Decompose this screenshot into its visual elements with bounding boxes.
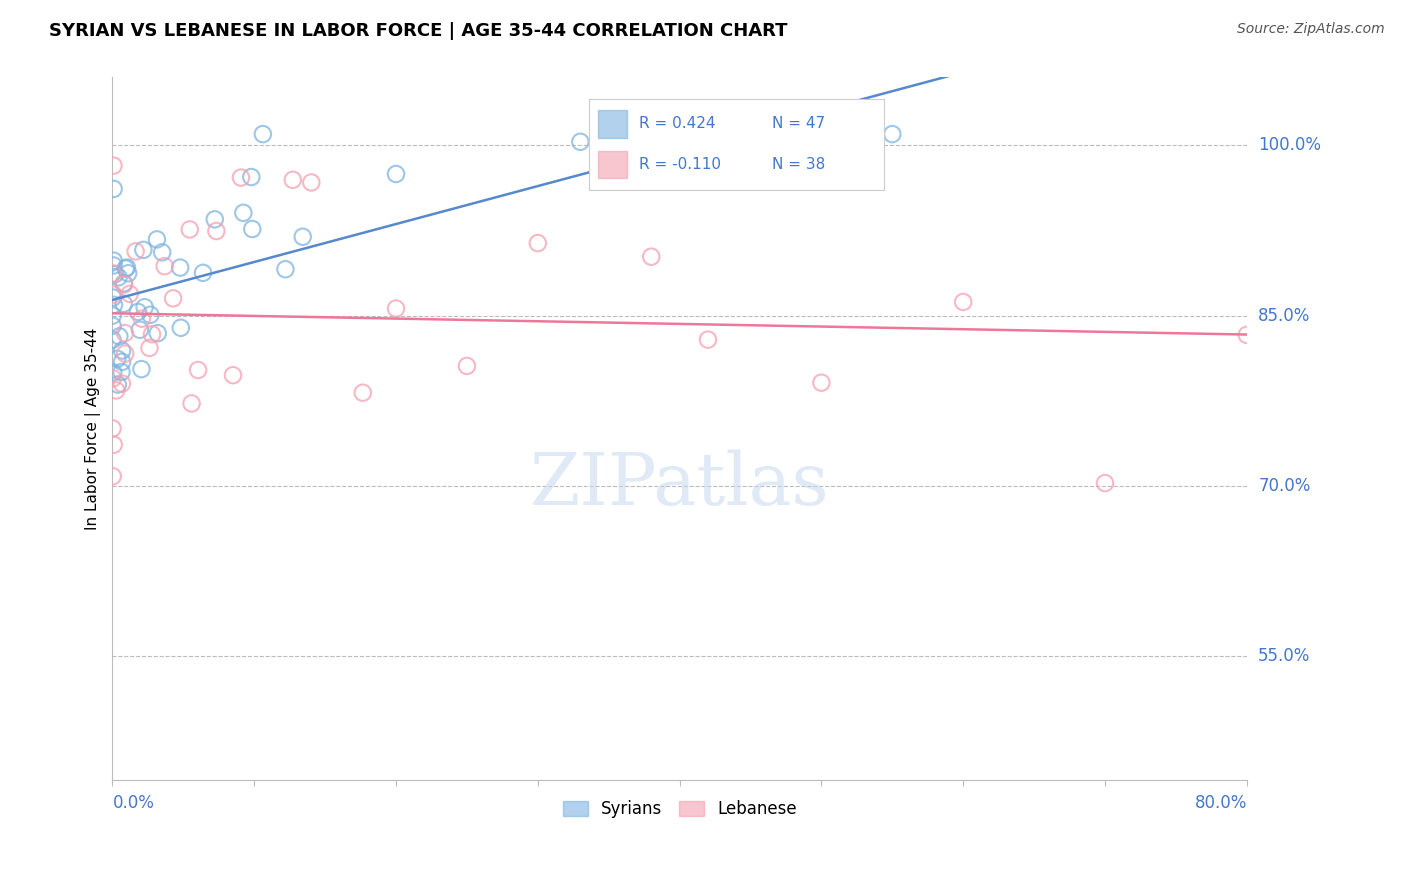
Point	[132, 243, 155, 257]
Point	[952, 295, 974, 310]
Text: 80.0%: 80.0%	[1195, 794, 1247, 812]
Point	[527, 236, 550, 251]
Point	[111, 355, 134, 369]
Point	[146, 326, 169, 341]
Point	[114, 261, 136, 276]
Point	[115, 260, 138, 275]
Point	[141, 327, 163, 342]
Point	[131, 362, 153, 376]
Point	[598, 170, 620, 185]
Point	[117, 266, 139, 280]
Point	[252, 127, 274, 141]
Point	[114, 346, 136, 360]
Point	[281, 173, 304, 187]
Point	[101, 309, 124, 323]
Point	[1236, 327, 1258, 342]
Point	[101, 266, 124, 280]
Point	[101, 333, 124, 347]
Text: 0.0%: 0.0%	[112, 794, 155, 812]
Point	[291, 229, 314, 244]
Point	[229, 170, 252, 185]
Point	[139, 308, 162, 322]
Point	[101, 318, 124, 333]
Point	[105, 351, 128, 366]
Text: 55.0%: 55.0%	[1258, 647, 1310, 665]
Point	[112, 277, 135, 292]
Point	[101, 421, 124, 435]
Point	[112, 296, 135, 310]
Point	[111, 376, 134, 391]
Point	[274, 262, 297, 277]
Point	[852, 127, 875, 141]
Point	[103, 159, 125, 173]
Point	[150, 245, 173, 260]
Text: SYRIAN VS LEBANESE IN LABOR FORCE | AGE 35-44 CORRELATION CHART: SYRIAN VS LEBANESE IN LABOR FORCE | AGE …	[49, 22, 787, 40]
Point	[191, 266, 214, 280]
Point	[352, 385, 374, 400]
Point	[1094, 476, 1116, 491]
Point	[108, 329, 131, 343]
Text: Source: ZipAtlas.com: Source: ZipAtlas.com	[1237, 22, 1385, 37]
Point	[385, 167, 408, 181]
Point	[118, 286, 141, 301]
Point	[103, 287, 125, 301]
Point	[105, 384, 128, 398]
Point	[456, 359, 478, 373]
Point	[232, 206, 254, 220]
Point	[138, 341, 160, 355]
Point	[111, 343, 134, 358]
Point	[205, 224, 228, 238]
Point	[103, 259, 125, 273]
Point	[222, 368, 245, 383]
Text: 100.0%: 100.0%	[1258, 136, 1322, 154]
Point	[640, 250, 662, 264]
Point	[240, 169, 263, 184]
Point	[103, 366, 125, 380]
Point	[169, 260, 191, 275]
Point	[882, 127, 904, 141]
Point	[103, 438, 125, 452]
Point	[112, 277, 135, 291]
Point	[131, 311, 153, 326]
Point	[101, 371, 124, 385]
Point	[107, 270, 129, 285]
Point	[640, 127, 662, 141]
Point	[104, 267, 127, 281]
Text: ZIPatlas: ZIPatlas	[530, 450, 830, 520]
Point	[103, 253, 125, 268]
Point	[114, 326, 136, 340]
Point	[299, 176, 322, 190]
Y-axis label: In Labor Force | Age 35-44: In Labor Force | Age 35-44	[86, 327, 101, 530]
Point	[101, 469, 124, 483]
Point	[170, 320, 193, 334]
Point	[240, 222, 263, 236]
Point	[128, 323, 150, 337]
Point	[146, 232, 169, 246]
Point	[110, 365, 132, 379]
Point	[810, 376, 832, 390]
Legend: Syrians, Lebanese: Syrians, Lebanese	[555, 793, 803, 825]
Point	[569, 135, 592, 149]
Point	[153, 259, 176, 273]
Point	[124, 244, 146, 259]
Point	[134, 300, 156, 314]
Text: 85.0%: 85.0%	[1258, 307, 1310, 325]
Point	[103, 298, 125, 312]
Point	[127, 305, 149, 319]
Point	[103, 182, 125, 196]
Point	[180, 396, 202, 410]
Point	[697, 333, 720, 347]
Point	[838, 127, 860, 141]
Point	[385, 301, 408, 316]
Point	[101, 291, 124, 305]
Point	[187, 363, 209, 377]
Point	[204, 212, 226, 227]
Point	[107, 377, 129, 392]
Point	[162, 291, 184, 305]
Point	[179, 222, 201, 236]
Text: 70.0%: 70.0%	[1258, 476, 1310, 494]
